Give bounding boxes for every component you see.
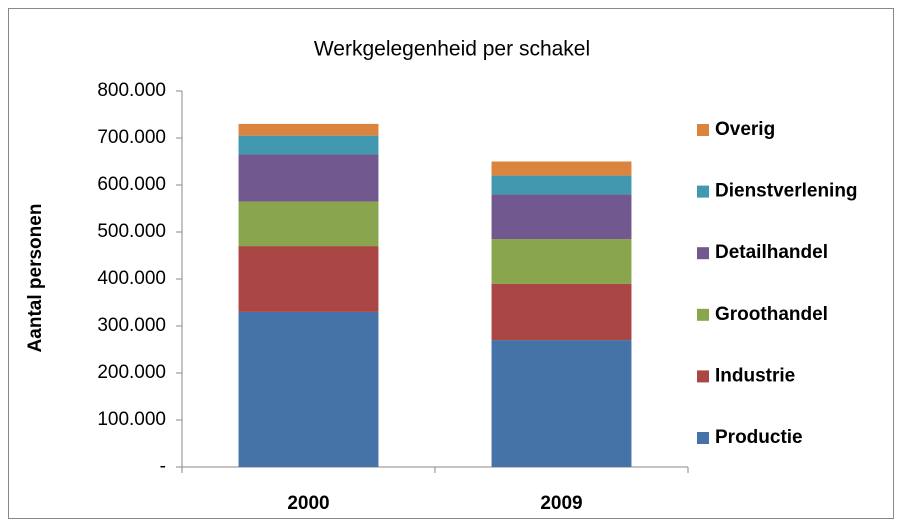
y-tick-label: 600.000 xyxy=(97,174,166,195)
y-tick-label: 700.000 xyxy=(97,127,166,148)
legend-swatch xyxy=(697,308,709,321)
bar-segment xyxy=(238,135,379,155)
bar-segment xyxy=(238,154,379,202)
y-tick-label: 100.000 xyxy=(97,409,166,430)
y-tick-label: 800.000 xyxy=(97,80,166,101)
y-axis-label: Aantal personen xyxy=(25,204,46,353)
bar-segment xyxy=(238,123,379,136)
y-tick-label: 400.000 xyxy=(97,268,166,289)
legend-label: Groothandel xyxy=(715,304,828,325)
bar-segment xyxy=(491,239,632,284)
bar-segment xyxy=(491,194,632,240)
legend-label: Overig xyxy=(715,119,775,140)
chart-border xyxy=(8,8,894,519)
bar-segment xyxy=(491,175,632,195)
legend-swatch xyxy=(697,247,709,260)
y-tick-label: - xyxy=(160,456,166,477)
bar-segment xyxy=(491,340,632,467)
x-tick-label: 2000 xyxy=(287,493,329,514)
y-tick-label: 200.000 xyxy=(97,362,166,383)
legend-swatch xyxy=(697,185,709,198)
bar-segment xyxy=(491,283,632,341)
y-tick-label: 300.000 xyxy=(97,315,166,336)
x-tick-label: 2009 xyxy=(540,493,582,514)
bar-segment xyxy=(238,311,379,467)
legend-label: Industrie xyxy=(715,365,795,386)
legend-label: Detailhandel xyxy=(715,242,828,263)
legend-label: Productie xyxy=(715,427,803,448)
legend-label: Dienstverlening xyxy=(715,181,858,202)
legend-swatch xyxy=(697,370,709,383)
bar-segment xyxy=(491,161,632,176)
chart-title: Werkgelegenheid per schakel xyxy=(314,38,590,61)
bar-segment xyxy=(238,246,379,312)
bar-segment xyxy=(238,201,379,247)
legend-swatch xyxy=(697,432,709,444)
y-tick-label: 500.000 xyxy=(97,221,166,242)
legend-swatch xyxy=(697,124,709,136)
